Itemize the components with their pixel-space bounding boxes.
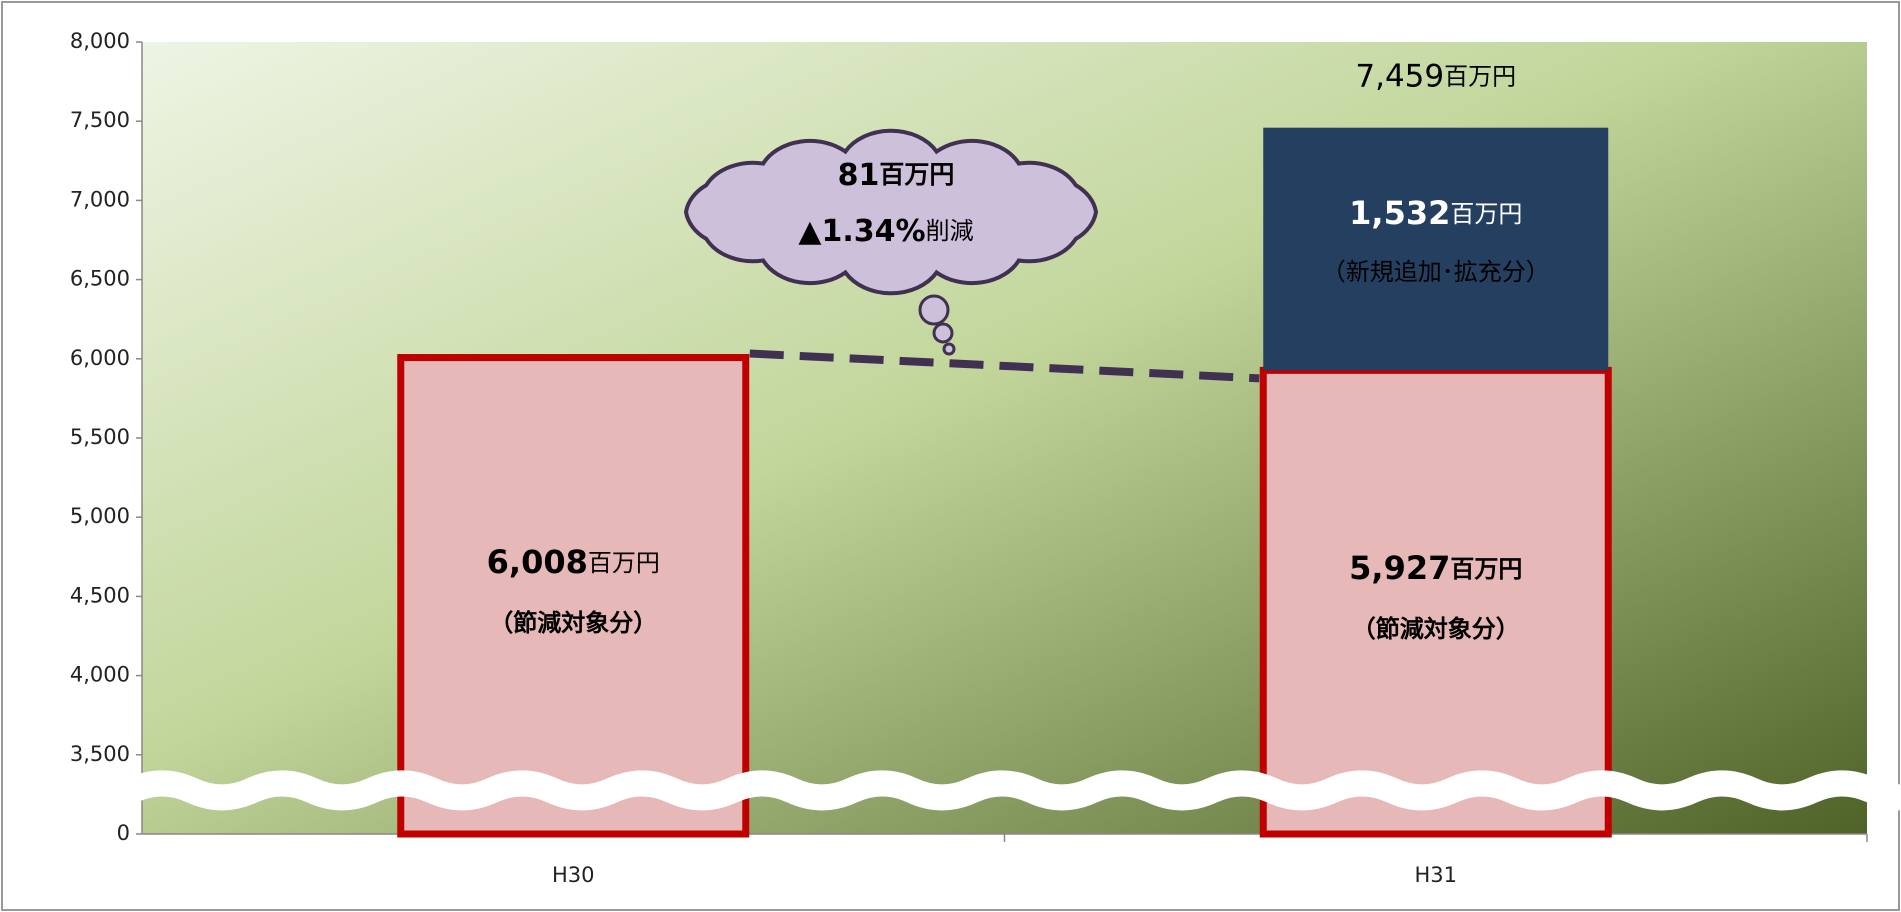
value-label: 6,008百万円	[487, 543, 660, 581]
y-tick-label: 5,000	[70, 504, 130, 528]
y-tick-label: 5,500	[70, 425, 130, 449]
value-unit: 百万円	[588, 549, 660, 577]
y-tick-label: 3,500	[70, 742, 130, 766]
total-number: 7,459	[1355, 58, 1444, 94]
value-label: 5,927百万円	[1349, 549, 1522, 587]
axis-break	[126, 770, 1901, 811]
bar	[1259, 366, 1612, 838]
value-unit: 百万円	[1450, 200, 1522, 228]
y-tick-label: 8,000	[70, 29, 130, 53]
callout-rate-suffix: 削減	[926, 217, 974, 245]
value-unit: 百万円	[1450, 555, 1522, 583]
callout-rate: ▲1.34%削減	[798, 214, 973, 249]
y-tick-label: 7,000	[70, 187, 130, 211]
x-tick-label: H30	[552, 863, 595, 887]
callout-unit: 百万円	[879, 160, 954, 189]
value-number: 6,008	[487, 543, 588, 581]
x-tick-label: H31	[1414, 863, 1457, 887]
series-label: （節減対象分）	[1352, 615, 1520, 643]
cloud-bubble	[918, 294, 950, 326]
series-label: （節減対象分）	[489, 609, 657, 637]
bar	[1263, 127, 1609, 371]
total-label: 7,459百万円	[1355, 58, 1516, 94]
y-tick-label: 4,000	[70, 663, 130, 687]
y-tick-label: 0	[117, 821, 130, 845]
change-connector	[749, 349, 1260, 383]
y-tick-label: 4,500	[70, 583, 130, 607]
callout-amount: 81百万円	[838, 158, 955, 193]
cloud-bubble	[932, 322, 954, 344]
cloud	[683, 128, 1099, 296]
value-label: 1,532百万円	[1349, 194, 1522, 232]
total-unit: 百万円	[1444, 63, 1516, 91]
callout-rate-value: ▲1.34%	[798, 214, 925, 249]
callout: 81百万円 ▲1.34%削減	[683, 128, 1099, 356]
y-tick-label: 6,000	[70, 346, 130, 370]
y-tick-label: 7,500	[70, 108, 130, 132]
y-tick-label: 6,500	[70, 267, 130, 291]
series-label: （新規追加･拡充分）	[1322, 258, 1550, 286]
value-number: 5,927	[1349, 549, 1450, 587]
value-number: 1,532	[1349, 194, 1450, 232]
callout-number: 81	[838, 158, 880, 193]
cloud-bubble	[942, 342, 956, 356]
bar	[397, 354, 750, 838]
